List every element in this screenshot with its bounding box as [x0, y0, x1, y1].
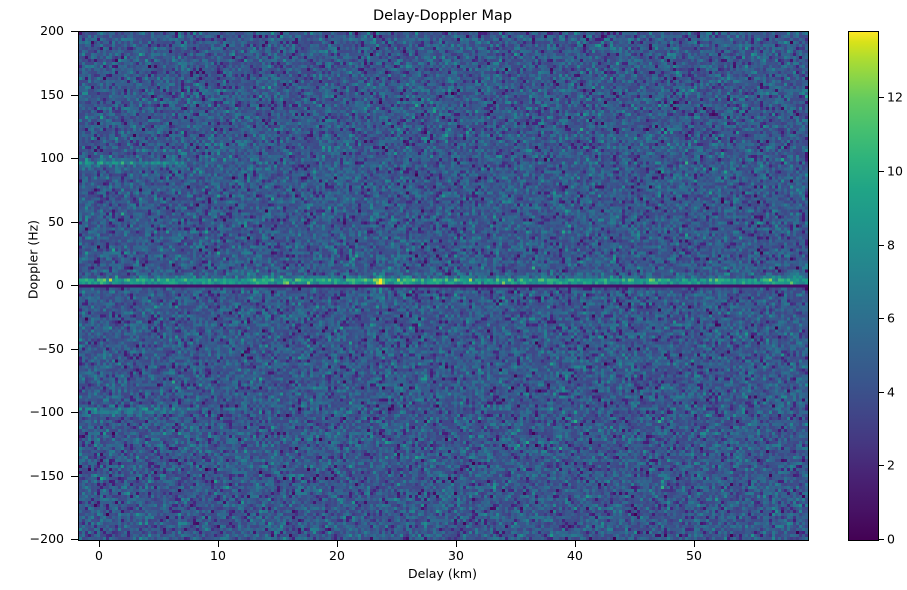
- colorbar-tick-mark: [878, 97, 884, 98]
- heatmap-plot-area[interactable]: [78, 31, 809, 541]
- colorbar-tick-label: 2: [887, 457, 895, 473]
- y-tick-mark: [71, 222, 78, 223]
- x-tick-label: 40: [567, 548, 583, 563]
- y-tick-label: 150: [40, 87, 64, 102]
- delay-doppler-heatmap[interactable]: [79, 32, 808, 540]
- y-tick-label: −150: [29, 468, 64, 483]
- y-tick-label: 100: [40, 150, 64, 165]
- y-tick-label: −200: [29, 531, 64, 546]
- colorbar-tick-label: 6: [887, 310, 895, 326]
- x-tick-mark: [456, 540, 457, 547]
- x-tick-mark: [575, 540, 576, 547]
- colorbar[interactable]: [848, 31, 879, 541]
- y-tick-label: 0: [56, 277, 64, 292]
- y-tick-mark: [71, 285, 78, 286]
- x-tick-mark: [218, 540, 219, 547]
- x-tick-label: 0: [95, 548, 103, 563]
- y-tick-mark: [71, 31, 78, 32]
- colorbar-tick-mark: [878, 171, 884, 172]
- page-title: Delay-Doppler Map: [372, 8, 513, 24]
- x-axis-label: Delay (km): [408, 566, 477, 581]
- y-tick-mark: [71, 476, 78, 477]
- x-tick-mark: [337, 540, 338, 547]
- colorbar-tick-label: 0: [887, 531, 895, 547]
- y-tick-mark: [71, 349, 78, 350]
- y-tick-label: 50: [48, 214, 64, 229]
- colorbar-tick-label: 10: [887, 163, 903, 179]
- x-tick-mark: [694, 540, 695, 547]
- colorbar-tick-label: 8: [887, 237, 895, 253]
- colorbar-gradient: [849, 32, 878, 540]
- colorbar-tick-mark: [878, 392, 884, 393]
- x-tick-label: 20: [329, 548, 345, 563]
- y-tick-label: −50: [37, 341, 64, 356]
- y-tick-label: 200: [40, 23, 64, 38]
- x-tick-mark: [99, 540, 100, 547]
- y-tick-mark: [71, 158, 78, 159]
- colorbar-tick-mark: [878, 318, 884, 319]
- x-tick-label: 10: [210, 548, 226, 563]
- y-tick-mark: [71, 95, 78, 96]
- x-tick-label: 50: [686, 548, 702, 563]
- x-tick-label: 30: [448, 548, 464, 563]
- y-tick-mark: [71, 539, 78, 540]
- y-tick-mark: [71, 412, 78, 413]
- y-tick-label: −100: [29, 404, 64, 419]
- colorbar-tick-label: 12: [887, 89, 903, 105]
- colorbar-tick-mark: [878, 245, 884, 246]
- colorbar-tick-label: 4: [887, 384, 895, 400]
- y-axis-label: Doppler (Hz): [25, 219, 41, 300]
- colorbar-tick-mark: [878, 465, 884, 466]
- colorbar-tick-mark: [878, 539, 884, 540]
